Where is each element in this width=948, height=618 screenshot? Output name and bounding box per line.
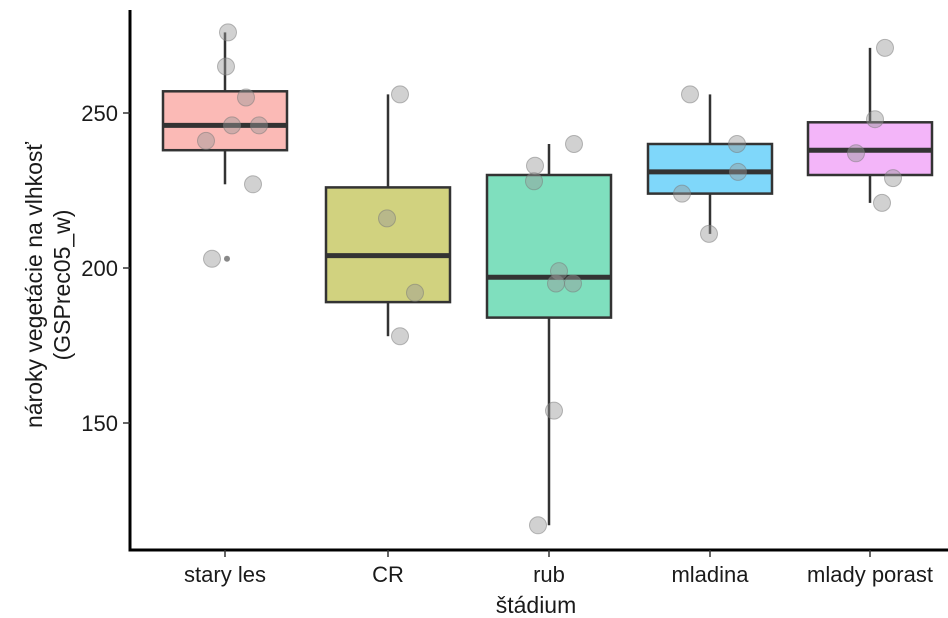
data-point — [877, 39, 894, 56]
data-point — [867, 111, 884, 128]
y-axis-title-line2: (GSPrec05_w) — [49, 210, 75, 361]
x-tick-label: mlady porast — [807, 562, 933, 587]
y-axis-title-line1: nároky vegetácie na vlhkosť — [21, 142, 47, 428]
outlier-point — [224, 256, 230, 262]
y-tick-label: 250 — [81, 101, 118, 126]
y-tick-label: 200 — [81, 256, 118, 281]
data-point — [565, 275, 582, 292]
data-point — [526, 173, 543, 190]
data-point — [245, 176, 262, 193]
data-point — [674, 185, 691, 202]
data-point — [546, 402, 563, 419]
data-point — [548, 275, 565, 292]
y-tick-label: 150 — [81, 411, 118, 436]
box-iqr — [326, 187, 450, 302]
y-axis-title-group: nároky vegetácie na vlhkosť (GSPrec05_w) — [21, 142, 75, 428]
plot-marks — [163, 24, 932, 534]
data-point — [848, 145, 865, 162]
data-point — [218, 58, 235, 75]
box-iqr — [487, 175, 611, 318]
data-point — [530, 517, 547, 534]
data-point — [729, 136, 746, 153]
x-tick-label: mladina — [671, 562, 749, 587]
data-point — [379, 210, 396, 227]
data-point — [238, 89, 255, 106]
box-CR — [326, 86, 450, 345]
data-point — [566, 136, 583, 153]
data-point — [874, 194, 891, 211]
data-point — [682, 86, 699, 103]
data-point — [885, 170, 902, 187]
data-point — [251, 117, 268, 134]
box-mladina — [648, 86, 772, 243]
box-mlady-porast — [808, 39, 932, 211]
data-point — [392, 86, 409, 103]
data-point — [392, 328, 409, 345]
data-point — [224, 117, 241, 134]
box-rub — [487, 136, 611, 534]
data-point — [407, 284, 424, 301]
box-iqr — [648, 144, 772, 194]
data-point — [701, 225, 718, 242]
data-point — [730, 163, 747, 180]
data-point — [220, 24, 237, 41]
x-tick-label: CR — [372, 562, 404, 587]
x-axis-title: štádium — [496, 592, 577, 618]
data-point — [527, 157, 544, 174]
box-stary-les — [163, 24, 287, 267]
data-point — [198, 132, 215, 149]
data-point — [204, 250, 221, 267]
x-tick-label: rub — [533, 562, 565, 587]
x-tick-label: stary les — [184, 562, 266, 587]
